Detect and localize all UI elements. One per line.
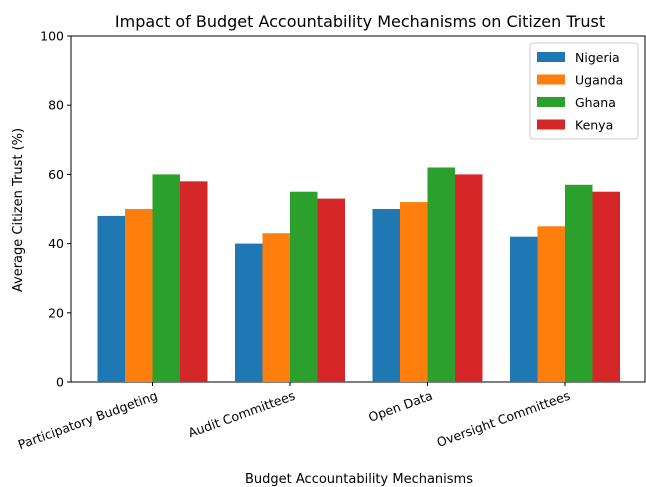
bar-kenya-2 <box>317 198 345 382</box>
bar-ghana-3 <box>427 167 455 382</box>
legend-label-ghana: Ghana <box>575 95 616 110</box>
legend-label-kenya: Kenya <box>575 118 613 133</box>
x-tick-label: Audit Committees <box>186 388 297 441</box>
legend-swatch-uganda <box>537 74 565 85</box>
legend-label-nigeria: Nigeria <box>575 50 620 65</box>
x-tick-label: Open Data <box>366 388 434 425</box>
bar-nigeria-4 <box>510 236 538 382</box>
bar-uganda-3 <box>400 202 428 382</box>
bar-ghana-4 <box>565 184 593 382</box>
bars-group <box>97 167 620 382</box>
legend: Nigeria Uganda Ghana Kenya <box>529 42 639 140</box>
bar-uganda-2 <box>262 233 290 382</box>
y-axis-label: Average Citizen Trust (%) <box>11 128 26 292</box>
legend-box <box>529 42 639 140</box>
y-tick-label: 40 <box>48 236 64 251</box>
legend-swatch-kenya <box>537 119 565 130</box>
y-tick-label: 100 <box>40 29 64 44</box>
y-tick-label: 60 <box>48 167 64 182</box>
legend-swatch-ghana <box>537 97 565 107</box>
bar-kenya-1 <box>180 181 208 382</box>
plot-frame <box>70 35 646 383</box>
bar-kenya-4 <box>592 191 620 382</box>
bar-kenya-3 <box>455 174 483 382</box>
bar-uganda-1 <box>125 209 153 382</box>
bar-nigeria-2 <box>235 243 263 382</box>
chart-title: Impact of Budget Accountability Mechanis… <box>115 12 605 31</box>
bar-ghana-2 <box>290 191 318 382</box>
bar-nigeria-1 <box>97 215 125 382</box>
y-axis: 0 20 40 60 80 100 <box>40 29 71 390</box>
legend-label-uganda: Uganda <box>575 73 623 88</box>
x-axis-label: Budget Accountability Mechanisms <box>245 472 473 487</box>
bar-uganda-4 <box>537 226 565 382</box>
bar-ghana-1 <box>152 174 180 382</box>
legend-swatch-nigeria <box>537 52 565 62</box>
x-tick-label: Oversight Committees <box>435 388 572 450</box>
bar-nigeria-3 <box>372 209 400 382</box>
x-axis: Participatory Budgeting Audit Committees O… <box>16 382 572 452</box>
x-tick-label: Participatory Budgeting <box>16 388 160 453</box>
y-tick-label: 80 <box>48 98 64 113</box>
y-tick-label: 0 <box>56 375 64 390</box>
y-tick-label: 20 <box>48 305 64 320</box>
plot-area: 0 20 40 60 80 100 Participatory Budgeting Audi… <box>16 29 646 452</box>
